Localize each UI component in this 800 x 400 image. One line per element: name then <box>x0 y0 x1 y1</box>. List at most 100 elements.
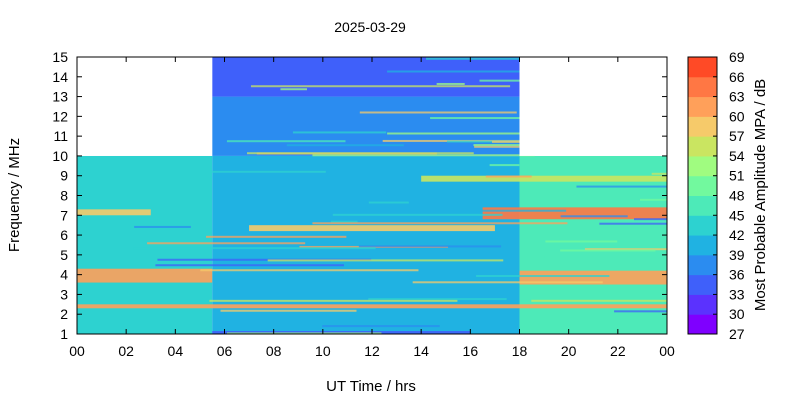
heatmap-streak <box>412 281 603 284</box>
heatmap-streak <box>322 325 440 328</box>
heatmap-streak <box>147 242 306 245</box>
heatmap-streak <box>368 298 507 301</box>
heatmap-streak <box>200 269 419 272</box>
heatmap-streak <box>330 220 358 223</box>
heatmap-streak <box>127 291 212 294</box>
colorbar-segment <box>688 57 717 78</box>
y-tick-label: 9 <box>60 168 68 184</box>
heatmap-streak <box>226 332 382 335</box>
heatmap-streak <box>584 248 667 251</box>
y-tick-label: 14 <box>52 69 68 85</box>
heatmap-streak <box>332 213 503 216</box>
y-tick-label: 8 <box>60 188 68 204</box>
heatmap-streak <box>639 198 667 201</box>
heatmap-streak <box>280 88 307 91</box>
x-axis-label: UT Time / hrs <box>326 378 416 395</box>
colorbar-segment <box>688 314 717 335</box>
colorbar <box>687 56 718 335</box>
x-tick-label: 06 <box>217 343 233 359</box>
heatmap-streak <box>387 70 630 73</box>
x-tick-label: 12 <box>364 343 380 359</box>
heatmap-streak <box>134 225 191 228</box>
y-tick-label: 7 <box>60 207 68 223</box>
heatmap-streak <box>155 264 344 267</box>
colorbar-tick-label: 51 <box>729 168 745 184</box>
heatmap-streak <box>560 249 656 252</box>
y-tick-label: 10 <box>52 148 68 164</box>
colorbar-segment <box>688 215 717 236</box>
heatmap-streak <box>544 255 667 258</box>
y-tick-label: 6 <box>60 227 68 243</box>
x-tick-label: 08 <box>266 343 282 359</box>
colorbar-segment <box>688 96 717 117</box>
x-tick-label: 00 <box>69 343 85 359</box>
colorbar-segment <box>688 136 717 157</box>
x-tick-label: 14 <box>413 343 429 359</box>
plot-area <box>76 56 668 335</box>
colorbar-segment <box>688 254 717 276</box>
colorbar-segment <box>688 76 717 98</box>
heatmap-region <box>212 57 520 97</box>
heatmap-streak <box>489 164 520 167</box>
x-tick-label: 22 <box>610 343 626 359</box>
colorbar-tick-label: 39 <box>729 247 745 263</box>
heatmap-streak <box>430 117 609 120</box>
heatmap-streak <box>242 254 370 257</box>
heatmap-streak <box>209 299 458 302</box>
colorbar-tick-label: 42 <box>729 227 745 243</box>
heatmap-feature <box>421 175 667 182</box>
heatmap-feature <box>77 209 151 216</box>
heatmap-streak <box>246 152 474 155</box>
heatmap-streak <box>358 245 502 248</box>
heatmap-streak <box>312 222 568 225</box>
heatmap-streak <box>576 185 667 188</box>
heatmap-streak <box>267 259 504 262</box>
x-tick-label: 16 <box>463 343 479 359</box>
heatmap-feature <box>482 207 667 220</box>
y-tick-label: 12 <box>52 108 68 124</box>
heatmap-streak <box>545 240 618 243</box>
heatmap-streak <box>206 235 347 238</box>
heatmap-streak <box>436 82 465 85</box>
heatmap-streak <box>531 299 667 302</box>
y-tick-label: 1 <box>60 326 68 342</box>
colorbar-tick-label: 69 <box>729 49 745 65</box>
heatmap-streak <box>387 132 583 135</box>
colorbar-tick-label: 27 <box>729 326 745 342</box>
heatmap-streak <box>378 209 567 212</box>
heatmap-streak <box>250 85 511 88</box>
no-data-region <box>77 57 213 156</box>
heatmap-feature <box>77 304 667 309</box>
heatmap-streak <box>479 79 537 82</box>
heatmap-region <box>212 96 520 156</box>
colorbar-segment <box>688 274 717 295</box>
heatmap-streak <box>651 172 667 175</box>
heatmap-streak <box>614 310 667 313</box>
colorbar-tick-label: 45 <box>729 207 745 223</box>
heatmap-bands <box>127 57 667 335</box>
colorbar-segment <box>688 175 717 196</box>
colorbar-tick-label: 30 <box>729 306 745 322</box>
heatmap-streak <box>292 131 387 134</box>
no-data-region <box>519 57 667 156</box>
y-tick-label: 2 <box>60 306 68 322</box>
colorbar-tick-label: 57 <box>729 128 745 144</box>
colorbar-segment <box>688 195 717 216</box>
colorbar-tick-label: 48 <box>729 188 745 204</box>
colorbar-segment <box>688 155 717 177</box>
chart-title: 2025-03-29 <box>334 19 406 35</box>
y-tick-label: 5 <box>60 247 68 263</box>
colorbar-tick-label: 33 <box>729 286 745 302</box>
heatmap-streak <box>521 204 602 207</box>
heatmap-feature <box>77 268 213 283</box>
colorbar-ticks: 27 30 33 36 39 42 45 48 51 54 57 60 63 66 69 <box>713 49 745 342</box>
y-tick-label: 15 <box>52 49 68 65</box>
colorbar-tick-label: 63 <box>729 89 745 105</box>
y-axis-label: Frequency / MHz <box>6 138 23 252</box>
colorbar-tick-label: 54 <box>729 148 745 164</box>
y-tick-label: 4 <box>60 267 68 283</box>
x-axis-ticks: 00 02 04 06 08 10 12 14 16 18 20 22 00 <box>69 57 675 359</box>
x-tick-label: 20 <box>561 343 577 359</box>
heatmap-streak <box>474 145 542 148</box>
